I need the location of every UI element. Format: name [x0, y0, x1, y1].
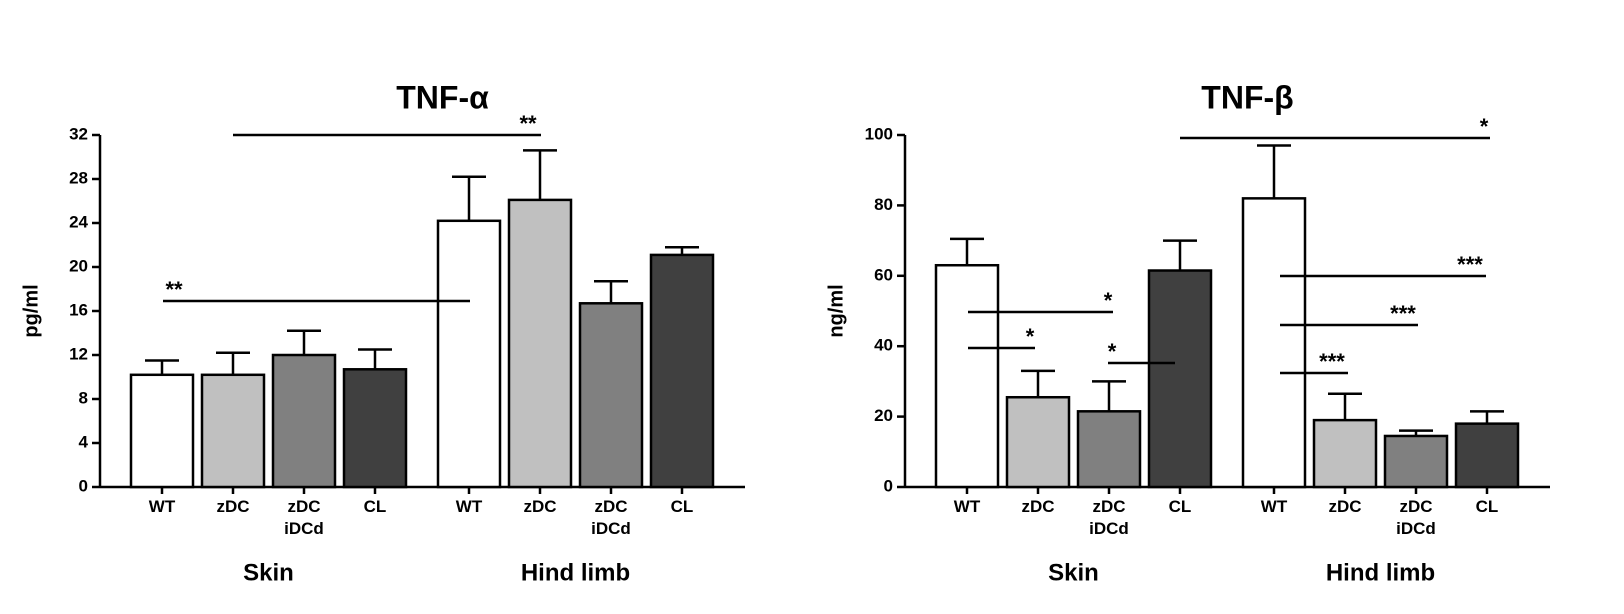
- bar: [507, 198, 573, 489]
- significance-label: ***: [1390, 301, 1416, 326]
- bar: [1312, 418, 1378, 489]
- y-tick-label: 16: [69, 300, 88, 319]
- bar: [1076, 410, 1142, 489]
- significance-label: **: [519, 111, 537, 136]
- x-tick-label: zDC iDCd: [1089, 497, 1129, 538]
- x-tick-label: zDC: [1021, 497, 1054, 516]
- group-label: Skin: [1048, 559, 1099, 586]
- bar: [578, 302, 644, 489]
- significance-label: **: [165, 277, 183, 302]
- bar: [271, 353, 337, 489]
- x-tick-label: WT: [1261, 497, 1288, 516]
- significance-label: *: [1480, 114, 1489, 139]
- significance-label: *: [1104, 288, 1113, 313]
- significance-label: ***: [1319, 349, 1345, 374]
- x-tick-label: WT: [456, 497, 483, 516]
- x-tick-label: CL: [1169, 497, 1192, 516]
- bar: [1241, 197, 1307, 489]
- x-tick-label: zDC iDCd: [284, 497, 324, 538]
- y-tick-label: 32: [69, 124, 88, 143]
- bar: [436, 219, 502, 489]
- y-tick-label: 0: [79, 476, 88, 495]
- group-label: Hind limb: [1326, 559, 1435, 586]
- chart-title: TNF-α: [396, 79, 489, 115]
- y-axis-label: ng/ml: [825, 284, 847, 337]
- significance-label: *: [1108, 339, 1117, 364]
- x-tick-label: WT: [149, 497, 176, 516]
- y-tick-label: 20: [874, 406, 893, 425]
- y-tick-label: 4: [79, 432, 89, 451]
- x-tick-label: zDC: [1328, 497, 1361, 516]
- x-tick-label: CL: [671, 497, 694, 516]
- bar: [1454, 422, 1520, 489]
- group-label: Skin: [243, 559, 294, 586]
- y-tick-label: 100: [865, 124, 893, 143]
- y-tick-label: 60: [874, 265, 893, 284]
- x-tick-label: WT: [954, 497, 981, 516]
- y-tick-label: 20: [69, 256, 88, 275]
- significance-label: *: [1026, 324, 1035, 349]
- bar: [934, 263, 1000, 489]
- y-tick-label: 12: [69, 344, 88, 363]
- bar: [1005, 395, 1071, 489]
- y-axis-label: pg/ml: [20, 284, 42, 337]
- x-tick-label: CL: [1476, 497, 1499, 516]
- bar: [1147, 269, 1213, 489]
- x-tick-label: zDC: [216, 497, 249, 516]
- y-tick-label: 24: [69, 212, 88, 231]
- x-tick-label: zDC iDCd: [1396, 497, 1436, 538]
- y-tick-label: 28: [69, 168, 88, 187]
- bar: [1383, 434, 1449, 489]
- x-tick-label: CL: [364, 497, 387, 516]
- significance-label: ***: [1457, 252, 1483, 277]
- x-tick-label: zDC iDCd: [591, 497, 631, 538]
- bar: [342, 368, 408, 489]
- y-tick-label: 8: [79, 388, 88, 407]
- y-tick-label: 0: [884, 476, 893, 495]
- x-tick-label: zDC: [523, 497, 556, 516]
- group-label: Hind limb: [521, 559, 630, 586]
- bar: [649, 253, 715, 489]
- chart-title: TNF-β: [1201, 79, 1293, 115]
- bar: [129, 373, 195, 489]
- y-tick-label: 80: [874, 195, 893, 214]
- y-tick-label: 40: [874, 336, 893, 355]
- bar: [200, 373, 266, 489]
